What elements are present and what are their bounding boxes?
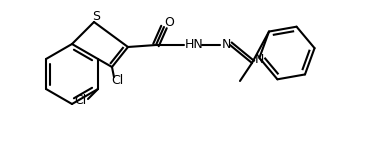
Text: HN: HN — [185, 37, 203, 51]
Text: N: N — [255, 53, 264, 66]
Text: O: O — [164, 17, 174, 29]
Text: N: N — [221, 37, 231, 51]
Text: Cl: Cl — [111, 75, 123, 88]
Text: S: S — [92, 10, 100, 22]
Text: Cl: Cl — [74, 95, 86, 107]
